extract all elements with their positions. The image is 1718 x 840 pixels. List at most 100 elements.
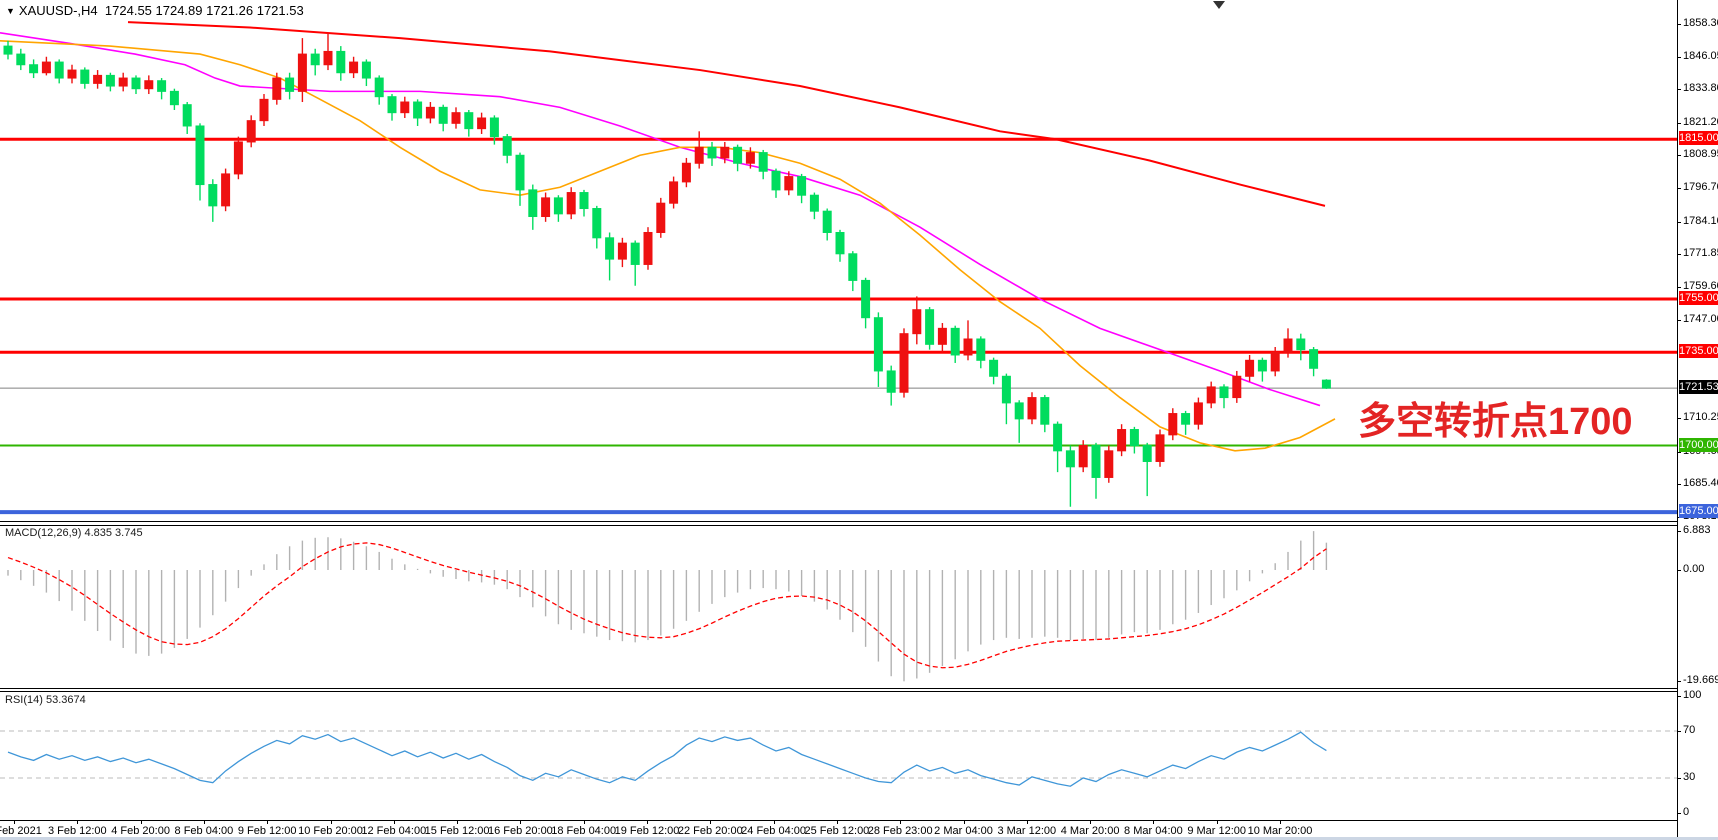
- candle-body: [1206, 386, 1216, 404]
- time-tick: [77, 820, 79, 824]
- time-tick: [520, 820, 522, 824]
- candle-body: [617, 242, 627, 260]
- candle-body: [285, 77, 295, 92]
- candle-body: [835, 231, 845, 255]
- candle-body: [681, 162, 691, 183]
- candle-body: [784, 176, 794, 191]
- panel-separator[interactable]: [0, 691, 1677, 692]
- axis-tick-label: 1685.40: [1683, 477, 1718, 490]
- candle-body: [157, 80, 167, 92]
- time-tick-label: 22 Feb 20:00: [677, 825, 743, 837]
- candle-body: [553, 197, 563, 215]
- time-tick: [330, 820, 332, 824]
- time-tick: [140, 820, 142, 824]
- candle-body: [272, 77, 282, 100]
- time-tick: [1280, 820, 1281, 824]
- axis-tick: [1677, 418, 1681, 420]
- axis-tick-label: 1846.05: [1683, 49, 1718, 62]
- ohlc-readout: 1724.55 1724.89 1721.26 1721.53: [104, 3, 304, 18]
- candle-body: [1142, 445, 1152, 462]
- axis-tick: [1677, 695, 1681, 697]
- scroll-to-end-icon[interactable]: [1213, 1, 1225, 9]
- time-tick: [203, 820, 205, 824]
- candle-body: [451, 112, 461, 124]
- candle-body: [592, 208, 602, 239]
- candle-body: [950, 327, 960, 356]
- candle-body: [630, 242, 640, 265]
- axis-tick: [1677, 813, 1681, 815]
- time-tick: [1153, 820, 1155, 824]
- candle-body: [1257, 359, 1267, 372]
- axis-tick-label: 30: [1683, 771, 1696, 783]
- axis-tick: [1677, 56, 1681, 58]
- candle-body: [1117, 429, 1127, 452]
- candlestick-chart[interactable]: [0, 0, 1677, 521]
- axis-tick: [1677, 451, 1681, 453]
- candle-body: [1129, 429, 1139, 447]
- price-level-badge: 1700.00: [1679, 437, 1718, 452]
- candle-body: [848, 253, 858, 281]
- price-level-badge: 1755.00: [1679, 291, 1718, 306]
- candle-body: [989, 359, 999, 377]
- time-tick-label: 10 Mar 20:00: [1247, 825, 1313, 837]
- axis-tick-label: 6.883: [1683, 524, 1711, 537]
- candle-body: [1065, 450, 1075, 468]
- symbol-dropdown-icon[interactable]: ▼: [6, 6, 15, 16]
- candle-body: [1181, 413, 1191, 425]
- time-tick-label: 2 Mar 04:00: [934, 825, 993, 837]
- axis-tick-label: 0.00: [1683, 563, 1705, 575]
- candle-body: [336, 50, 346, 74]
- candle-body: [3, 45, 13, 55]
- time-axis[interactable]: 2 Feb 2021 3 Feb 12:00 4 Feb 20:00 8 Feb 04…: [0, 820, 1677, 837]
- time-tick-label: 4 Mar 20:00: [1060, 825, 1120, 837]
- candle-body: [233, 141, 243, 175]
- candle-body: [208, 184, 218, 207]
- candle-body: [861, 279, 871, 319]
- symbol-title[interactable]: ▼ XAUUSD-,H4 1724.55 1724.89 1721.26 1721…: [6, 3, 304, 18]
- candle-body: [323, 50, 333, 66]
- candle-body: [105, 74, 115, 87]
- candle-body: [118, 77, 128, 87]
- candle-body: [221, 173, 231, 207]
- time-tick: [1216, 820, 1218, 824]
- candle-body: [963, 338, 973, 356]
- axis-tick-label: 1796.70: [1683, 181, 1718, 194]
- price-level-badge: 1721.53: [1679, 380, 1718, 395]
- panel-separator[interactable]: [0, 525, 1677, 526]
- panel-separator[interactable]: [0, 521, 1677, 522]
- time-tick: [1090, 820, 1092, 824]
- time-tick-label: 9 Mar 12:00: [1187, 825, 1247, 837]
- rsi-chart[interactable]: [0, 692, 1677, 820]
- axis-tick-label: 0: [1683, 806, 1690, 819]
- candle-body: [80, 69, 90, 84]
- candle-body: [182, 104, 192, 127]
- candle-body: [1168, 413, 1178, 436]
- candle-body: [669, 181, 679, 204]
- time-tick: [773, 820, 775, 824]
- candle-body: [1232, 375, 1242, 399]
- macd-chart[interactable]: [0, 526, 1677, 688]
- candle-body: [1027, 397, 1037, 420]
- axis-tick-label: 1784.10: [1683, 214, 1718, 227]
- time-tick-label: 24 Feb 04:00: [741, 825, 807, 837]
- candle-body: [1104, 450, 1114, 478]
- time-tick: [267, 820, 269, 824]
- time-tick-label: 4 Feb 20:00: [111, 825, 170, 837]
- axis-tick: [1677, 484, 1681, 486]
- candle-body: [528, 189, 538, 218]
- candle-body: [1321, 379, 1331, 389]
- time-tick-label: 8 Mar 04:00: [1124, 825, 1183, 837]
- axis-tick: [1677, 89, 1681, 91]
- time-tick-label: 18 Feb 04:00: [551, 825, 617, 837]
- time-tick-label: 28 Feb 23:00: [867, 825, 933, 837]
- time-tick-label: 9 Feb 12:00: [237, 825, 297, 837]
- candle-body: [1155, 434, 1165, 462]
- candle-body: [1219, 386, 1229, 399]
- macd-signal-line: [7, 542, 1327, 669]
- candle-body: [144, 80, 154, 90]
- price-level-badge: 1735.00: [1679, 344, 1718, 359]
- panel-separator[interactable]: [0, 688, 1677, 689]
- axis-tick-label: 70: [1683, 724, 1696, 736]
- time-tick: [900, 820, 902, 824]
